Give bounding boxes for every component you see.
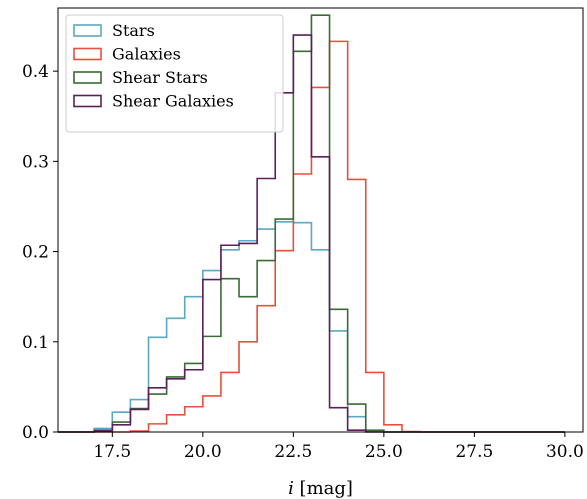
x-tick-label: 30.0 bbox=[546, 442, 584, 462]
y-tick-label: 0.3 bbox=[22, 152, 49, 172]
legend-label: Stars bbox=[112, 21, 155, 40]
legend-label: Shear Galaxies bbox=[112, 92, 234, 111]
legend-label: Shear Stars bbox=[112, 68, 208, 87]
x-tick-label: 22.5 bbox=[274, 442, 312, 462]
plot-frame bbox=[57, 7, 584, 433]
y-tick-label: 0.2 bbox=[22, 243, 49, 263]
x-tick-label: 17.5 bbox=[93, 442, 131, 462]
y-tick-label: 0.1 bbox=[22, 333, 49, 353]
x-axis-label-unit: [mag] bbox=[294, 478, 353, 499]
x-axis-ticks: 17.5 20.0 22.5 25.0 27.5 30.0 bbox=[93, 432, 584, 462]
x-tick-label: 20.0 bbox=[184, 442, 222, 462]
x-tick-label: 27.5 bbox=[455, 442, 493, 462]
y-tick-label: 0.0 bbox=[22, 423, 49, 443]
legend-swatch bbox=[73, 71, 102, 84]
legend-label: Galaxies bbox=[112, 45, 181, 64]
y-axis-ticks: 0.0 0.1 0.2 0.3 0.4 bbox=[22, 62, 58, 443]
legend-box bbox=[65, 14, 284, 133]
series-stars bbox=[58, 221, 565, 433]
x-axis-label: i [mag] bbox=[288, 478, 353, 499]
x-tick-label: 25.0 bbox=[365, 442, 403, 462]
legend: Stars Galaxies Shear Stars Shear Galaxies bbox=[65, 14, 284, 133]
x-axis-label-variable: i bbox=[288, 478, 294, 499]
y-tick-label: 0.4 bbox=[22, 62, 49, 82]
legend-swatch bbox=[73, 47, 102, 61]
legend-swatch bbox=[73, 24, 102, 37]
legend-swatch bbox=[73, 94, 102, 108]
